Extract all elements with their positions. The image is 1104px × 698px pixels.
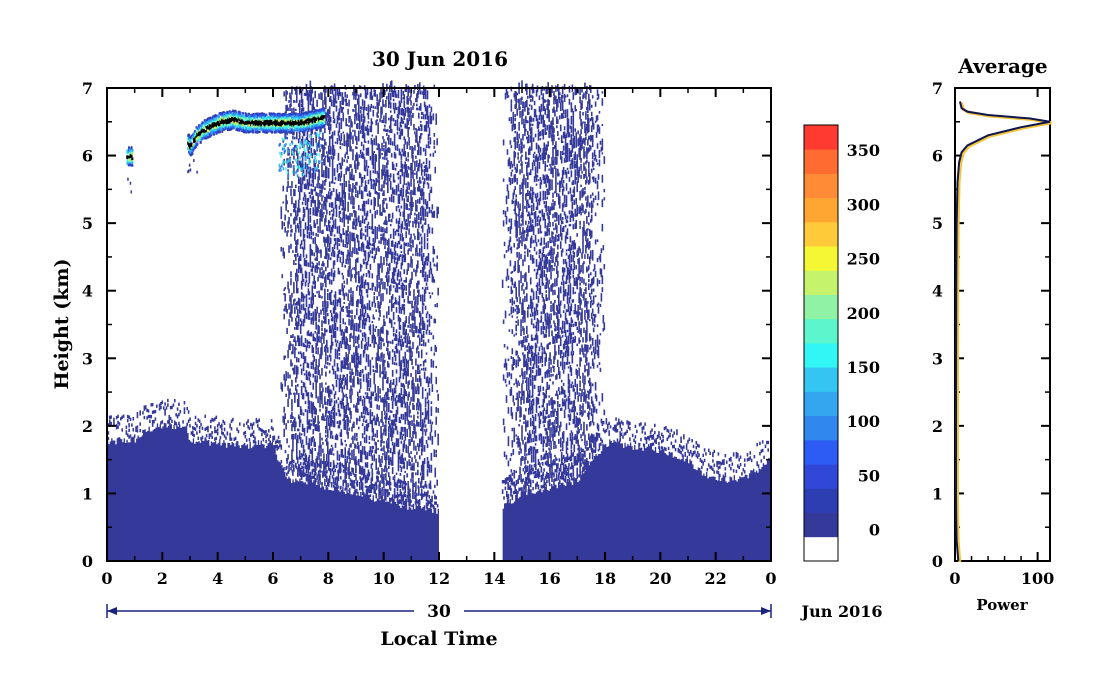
x-tick-label: 4 (212, 569, 223, 588)
y-tick-label: 3 (82, 349, 93, 368)
colorbar-swatch (804, 246, 838, 271)
x-tick-label: 6 (267, 569, 278, 588)
colorbar-swatch (804, 197, 838, 223)
x-tick-label: 0 (765, 569, 776, 588)
x-tick-label: 14 (483, 569, 505, 588)
colorbar-swatch (804, 391, 838, 417)
colorbar-swatch (804, 488, 838, 513)
colorbar: 0 50 100 150 200 250 300 350 (803, 124, 880, 562)
noise-speckle (106, 80, 770, 509)
average-y-tick-label: 6 (932, 147, 943, 166)
colorbar-tick-label: 200 (847, 304, 880, 323)
average-profile-shadow (955, 102, 1052, 563)
main-chart-title: 30 Jun 2016 (372, 47, 508, 71)
x-tick-label: 20 (649, 569, 671, 588)
average-profile-line (954, 101, 1051, 562)
colorbar-swatch (804, 221, 838, 247)
average-y-tick-label: 2 (932, 417, 943, 436)
colorbar-tick-label: 150 (847, 358, 880, 377)
main-y-axis-label: Height (km) (51, 259, 73, 390)
colorbar-swatch (804, 464, 838, 489)
average-axes: 0 1 2 3 4 5 6 7 0 100 (932, 79, 1054, 588)
y-tick-label: 4 (82, 282, 93, 301)
colorbar-swatch (804, 294, 838, 320)
colorbar-tick-label: 100 (847, 412, 880, 431)
x-tick-label: 22 (705, 569, 727, 588)
average-chart-title: Average (957, 54, 1047, 78)
date-bar-day-label: 30 (427, 602, 451, 622)
average-y-tick-label: 3 (932, 349, 943, 368)
average-x-tick-label: 100 (1021, 569, 1054, 588)
colorbar-swatch (804, 125, 838, 150)
colorbar-tick-label: 50 (858, 466, 880, 485)
average-y-tick-label: 5 (932, 214, 943, 233)
colorbar-swatch (804, 512, 838, 538)
colorbar-swatch (804, 439, 838, 465)
heatmap-cells (106, 80, 771, 561)
colorbar-tick-label: 350 (847, 141, 880, 160)
colorbar-swatch (804, 149, 838, 174)
colorbar-tick-label: 0 (869, 521, 880, 540)
x-tick-label: 18 (594, 569, 616, 588)
average-y-tick-label: 7 (932, 79, 943, 98)
colorbar-swatch (804, 173, 838, 199)
x-tick-label: 2 (157, 569, 168, 588)
y-tick-label: 2 (82, 417, 93, 436)
x-tick-label: 0 (101, 569, 112, 588)
date-bar-month-year: Jun 2016 (800, 602, 883, 621)
colorbar-tick-label: 250 (847, 250, 880, 269)
y-tick-label: 0 (82, 552, 93, 571)
average-x-tick-label: 0 (949, 569, 960, 588)
date-bar: 30 Jun 2016 (106, 602, 883, 622)
colorbar-swatch (804, 536, 838, 562)
colorbar-swatch (804, 415, 838, 441)
y-tick-label: 6 (82, 147, 93, 166)
average-y-tick-label: 4 (932, 282, 943, 301)
colorbar-tick-label: 300 (847, 195, 880, 214)
x-tick-label: 8 (323, 569, 334, 588)
colorbar-swatch (804, 367, 838, 392)
y-tick-label: 5 (82, 214, 93, 233)
boundary-layer-region (107, 422, 771, 561)
cloud-layer (126, 107, 326, 194)
y-tick-label: 7 (82, 79, 93, 98)
colorbar-swatch (804, 318, 838, 344)
average-y-tick-label: 1 (932, 484, 943, 503)
colorbar-swatch (804, 270, 838, 295)
average-plot-frame (954, 87, 1051, 562)
y-tick-label: 1 (82, 484, 93, 503)
x-tick-label: 10 (373, 569, 395, 588)
average-x-axis-label: Power (976, 596, 1028, 614)
x-tick-label: 12 (428, 569, 450, 588)
average-y-tick-label: 0 (932, 552, 943, 571)
colorbar-swatch (804, 343, 838, 368)
x-tick-label: 16 (539, 569, 561, 588)
main-x-axis-label: Local Time (380, 628, 497, 650)
